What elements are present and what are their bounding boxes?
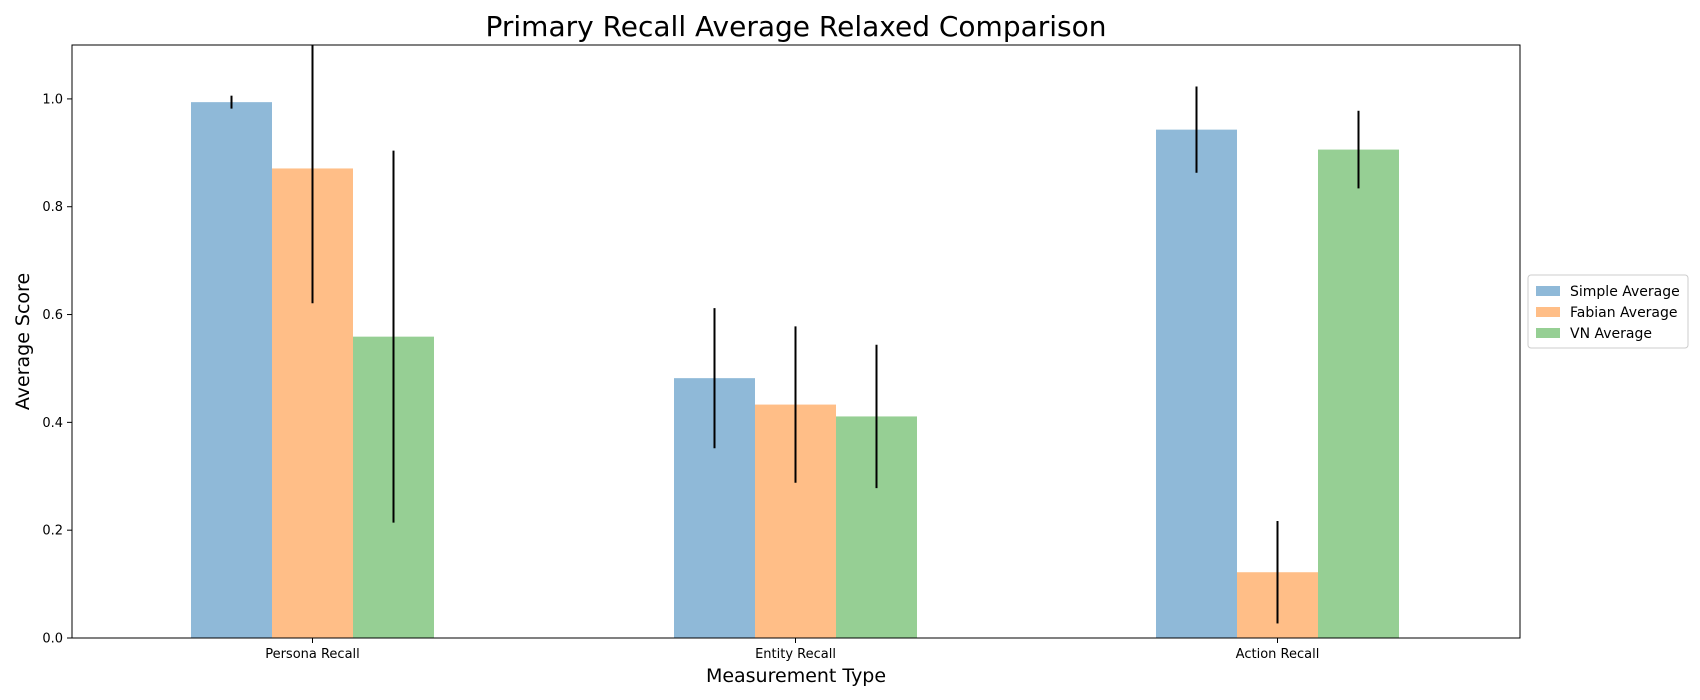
chart-title: Primary Recall Average Relaxed Compariso… — [485, 10, 1106, 43]
y-tick-label: 0.2 — [42, 524, 63, 539]
legend-swatch — [1536, 307, 1560, 317]
bar-simple-average-persona-recall — [191, 102, 272, 639]
y-tick-label: 1.0 — [42, 92, 63, 107]
x-tick-label: Persona Recall — [265, 647, 360, 662]
x-tick-label: Entity Recall — [755, 647, 836, 662]
y-tick-label: 0.6 — [42, 308, 63, 323]
error-bars-layer — [230, 45, 1360, 624]
x-axis: Persona Recall Entity Recall Action Recall — [265, 638, 1319, 662]
y-tick-label: 0.8 — [42, 200, 63, 215]
y-tick-label: 0.4 — [42, 416, 63, 431]
legend-box — [1527, 274, 1689, 349]
legend-entry-label: Simple Average — [1570, 284, 1680, 300]
y-axis-label: Average Score — [12, 273, 34, 410]
x-axis-label: Measurement Type — [706, 665, 886, 687]
y-tick-label: 0.0 — [42, 632, 63, 647]
bar-vn-average-action-recall — [1318, 149, 1399, 639]
bar-simple-average-action-recall — [1156, 129, 1237, 638]
legend-entry-label: Fabian Average — [1570, 305, 1678, 321]
legend-swatch — [1536, 328, 1560, 338]
y-axis: 0.0 0.2 0.4 0.6 0.8 1.0 — [42, 92, 72, 647]
legend-entry-label: VN Average — [1570, 326, 1652, 342]
x-tick-label: Action Recall — [1236, 647, 1320, 662]
legend-swatch — [1536, 286, 1560, 296]
legend: Simple Average Fabian Average VN Average — [1527, 274, 1689, 349]
